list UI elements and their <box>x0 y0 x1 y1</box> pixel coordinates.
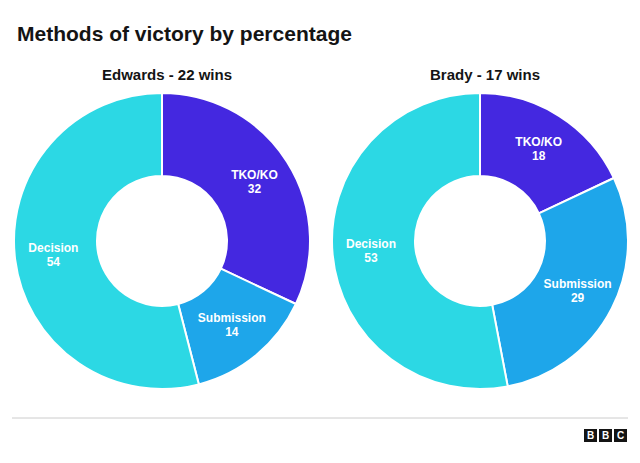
svg-text:Edwards - 22 wins: Edwards - 22 wins <box>102 66 232 83</box>
svg-text:Decision: Decision <box>346 237 396 251</box>
svg-text:C: C <box>617 430 624 441</box>
svg-text:TKO/KO: TKO/KO <box>515 135 562 149</box>
svg-text:Decision: Decision <box>28 241 78 255</box>
svg-text:TKO/KO: TKO/KO <box>231 168 278 182</box>
svg-text:14: 14 <box>225 325 239 339</box>
svg-text:Methods of victory by percenta: Methods of victory by percentage <box>17 22 352 45</box>
svg-text:54: 54 <box>47 255 61 269</box>
svg-text:B: B <box>602 430 609 441</box>
svg-text:53: 53 <box>364 251 378 265</box>
svg-text:18: 18 <box>532 149 546 163</box>
svg-text:32: 32 <box>248 182 262 196</box>
svg-text:Brady - 17 wins: Brady - 17 wins <box>430 66 540 83</box>
svg-text:Submission: Submission <box>198 311 266 325</box>
svg-text:Submission: Submission <box>544 277 612 291</box>
svg-text:B: B <box>587 430 594 441</box>
svg-text:29: 29 <box>571 291 585 305</box>
